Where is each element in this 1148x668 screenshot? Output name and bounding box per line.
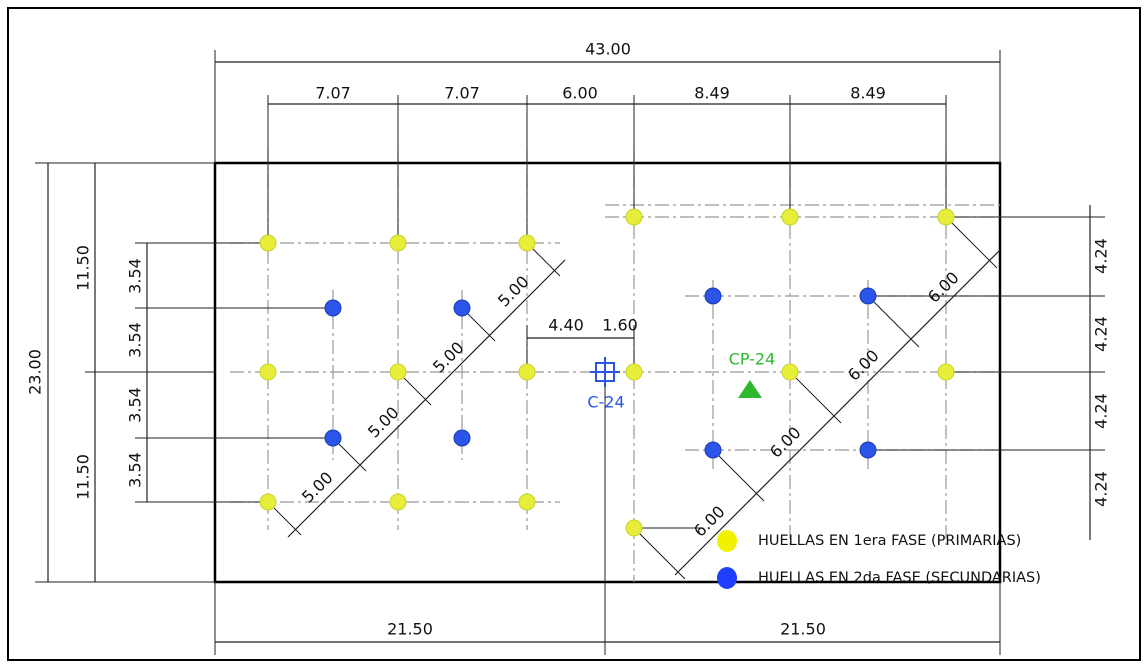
primary-footprints bbox=[389, 493, 407, 511]
dim-label: 7.07 bbox=[444, 84, 480, 103]
dim-label: 6.00 bbox=[562, 84, 598, 103]
primary-footprints bbox=[259, 363, 277, 381]
dimension-lines bbox=[634, 216, 1105, 529]
dim-label: 7.07 bbox=[315, 84, 351, 103]
dim-label: 4.24 bbox=[1092, 471, 1111, 507]
point-label: CP-24 bbox=[729, 350, 776, 369]
dim-label: 3.54 bbox=[126, 452, 145, 488]
dim-label: 23.00 bbox=[26, 349, 45, 395]
secondary-footprints bbox=[704, 287, 722, 305]
primary-footprints bbox=[518, 234, 536, 252]
dimension-lines bbox=[287, 259, 566, 538]
dimension-lines bbox=[35, 162, 333, 583]
secondary-footprints bbox=[324, 299, 342, 317]
dim-label: 21.50 bbox=[780, 620, 826, 639]
dimension-lines bbox=[215, 337, 1000, 643]
primary-footprints bbox=[259, 208, 955, 537]
dimension-lines bbox=[35, 50, 1105, 655]
dim-label: 8.49 bbox=[850, 84, 886, 103]
dim-label: 3.54 bbox=[126, 258, 145, 294]
dimension-lines bbox=[674, 249, 1001, 576]
dim-label: 1.60 bbox=[602, 316, 638, 335]
dim-label: 4.24 bbox=[1092, 316, 1111, 352]
primary-footprints bbox=[937, 208, 955, 226]
legend bbox=[717, 567, 737, 589]
primary-footprints bbox=[625, 519, 643, 537]
dim-label: 21.50 bbox=[387, 620, 433, 639]
survey-point-symbol bbox=[738, 380, 762, 398]
dim-label: 8.49 bbox=[694, 84, 730, 103]
legend-label: HUELLAS EN 1era FASE (PRIMARIAS) bbox=[758, 533, 1021, 549]
primary-footprints bbox=[781, 363, 799, 381]
dim-label: 4.24 bbox=[1092, 238, 1111, 274]
primary-footprints bbox=[937, 363, 955, 381]
primary-footprints bbox=[781, 208, 799, 226]
legend bbox=[717, 530, 737, 589]
dimension-lines bbox=[214, 50, 1001, 243]
secondary-footprints bbox=[453, 429, 471, 447]
secondary-footprints bbox=[859, 441, 877, 459]
point-label: C-24 bbox=[587, 393, 624, 412]
dim-label: 4.24 bbox=[1092, 393, 1111, 429]
dim-label: 11.50 bbox=[74, 245, 93, 291]
dim-label: 43.00 bbox=[585, 40, 631, 59]
primary-footprints bbox=[625, 363, 643, 381]
control-point-symbol bbox=[590, 357, 620, 387]
secondary-footprints bbox=[704, 441, 722, 459]
dimension-lines bbox=[633, 216, 998, 580]
dim-label: 3.54 bbox=[126, 387, 145, 423]
secondary-footprints bbox=[859, 287, 877, 305]
secondary-footprints bbox=[453, 299, 471, 317]
primary-footprints bbox=[389, 363, 407, 381]
dimension-lines bbox=[267, 242, 561, 536]
legend-label: HUELLAS EN 2da FASE (SECUNDARIAS) bbox=[758, 570, 1041, 586]
primary-footprints bbox=[389, 234, 407, 252]
frame bbox=[7, 7, 1141, 661]
secondary-footprints bbox=[324, 287, 877, 459]
dimension-lines bbox=[215, 61, 1000, 105]
control-point-symbol bbox=[590, 357, 620, 387]
legend bbox=[717, 530, 737, 552]
dimension-lines bbox=[214, 325, 1001, 655]
primary-footprints bbox=[259, 234, 277, 252]
secondary-footprints bbox=[324, 429, 342, 447]
primary-footprints bbox=[518, 493, 536, 511]
dimension-lines bbox=[47, 163, 148, 582]
dim-label: 3.54 bbox=[126, 322, 145, 358]
dim-label: 4.40 bbox=[548, 316, 584, 335]
primary-footprints bbox=[259, 493, 277, 511]
primary-footprints bbox=[518, 363, 536, 381]
dim-label: 11.50 bbox=[74, 454, 93, 500]
primary-footprints bbox=[625, 208, 643, 226]
